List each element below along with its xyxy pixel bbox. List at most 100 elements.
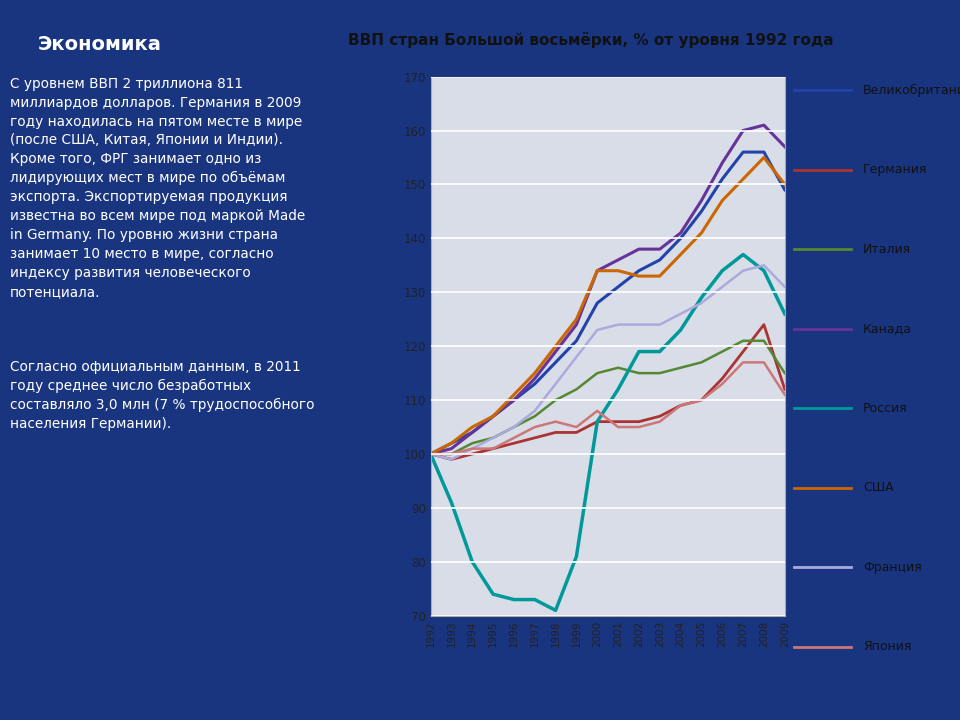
- Великобритания: [758, 148, 770, 156]
- Италия: [529, 412, 540, 420]
- США: [445, 439, 457, 448]
- США: [425, 450, 437, 459]
- Россия: [508, 595, 519, 604]
- Россия: [737, 251, 749, 259]
- Канада: [445, 444, 457, 453]
- Великобритания: [716, 175, 728, 184]
- Text: Великобритания: Великобритания: [863, 84, 960, 97]
- Россия: [425, 450, 437, 459]
- Text: Германия: Германия: [863, 163, 927, 176]
- Великобритания: [529, 379, 540, 388]
- Канада: [779, 143, 790, 151]
- Канада: [696, 197, 708, 205]
- Франция: [612, 320, 624, 329]
- Text: С уровнем ВВП 2 триллиона 811
миллиардов долларов. Германия в 2009
году находила: С уровнем ВВП 2 триллиона 811 миллиардов…: [10, 76, 305, 300]
- Text: США: США: [863, 482, 894, 495]
- Франция: [716, 282, 728, 291]
- Япония: [634, 423, 645, 431]
- Франция: [675, 310, 686, 318]
- Франция: [696, 299, 708, 307]
- Япония: [508, 433, 519, 442]
- Россия: [467, 557, 478, 566]
- Line: Великобритания: Великобритания: [431, 152, 784, 454]
- Италия: [654, 369, 665, 377]
- Германия: [716, 374, 728, 383]
- Россия: [779, 310, 790, 318]
- Великобритания: [570, 336, 582, 345]
- Италия: [550, 396, 562, 405]
- Великобритания: [654, 256, 665, 264]
- Франция: [737, 266, 749, 275]
- Франция: [488, 433, 499, 442]
- Япония: [425, 450, 437, 459]
- Германия: [591, 418, 603, 426]
- Канада: [570, 320, 582, 329]
- Италия: [570, 385, 582, 394]
- Канада: [716, 158, 728, 167]
- Япония: [696, 396, 708, 405]
- Канада: [488, 412, 499, 420]
- Япония: [675, 401, 686, 410]
- Великобритания: [445, 439, 457, 448]
- Line: Канада: Канада: [431, 125, 784, 454]
- Россия: [696, 293, 708, 302]
- США: [570, 315, 582, 323]
- Line: Германия: Германия: [431, 325, 784, 459]
- Италия: [508, 423, 519, 431]
- Text: Согласно официальным данным, в 2011
году среднее число безработных
составляло 3,: Согласно официальным данным, в 2011 году…: [10, 360, 314, 431]
- Россия: [591, 418, 603, 426]
- Франция: [467, 444, 478, 453]
- Великобритания: [467, 428, 478, 437]
- Япония: [716, 379, 728, 388]
- Франция: [550, 379, 562, 388]
- Канада: [758, 121, 770, 130]
- Канада: [634, 245, 645, 253]
- Франция: [529, 407, 540, 415]
- Line: Япония: Япония: [431, 362, 784, 454]
- Германия: [550, 428, 562, 437]
- Германия: [488, 444, 499, 453]
- США: [508, 390, 519, 399]
- Россия: [550, 606, 562, 615]
- Великобритания: [612, 282, 624, 291]
- США: [612, 266, 624, 275]
- Великобритания: [696, 207, 708, 216]
- Канада: [654, 245, 665, 253]
- Италия: [612, 364, 624, 372]
- Text: Япония: Япония: [863, 640, 911, 653]
- Япония: [758, 358, 770, 366]
- Япония: [737, 358, 749, 366]
- Германия: [508, 439, 519, 448]
- Великобритания: [591, 299, 603, 307]
- Франция: [634, 320, 645, 329]
- Великобритания: [779, 186, 790, 194]
- США: [758, 153, 770, 162]
- Канада: [529, 374, 540, 383]
- Канада: [612, 256, 624, 264]
- Италия: [445, 450, 457, 459]
- Япония: [467, 444, 478, 453]
- Италия: [488, 433, 499, 442]
- Германия: [425, 450, 437, 459]
- Россия: [654, 347, 665, 356]
- Япония: [570, 423, 582, 431]
- Германия: [445, 455, 457, 464]
- Text: Экономика: Экономика: [37, 35, 161, 54]
- Япония: [612, 423, 624, 431]
- США: [488, 412, 499, 420]
- США: [675, 251, 686, 259]
- Line: Россия: Россия: [431, 255, 784, 611]
- Франция: [591, 325, 603, 334]
- Франция: [425, 450, 437, 459]
- Россия: [488, 590, 499, 598]
- Великобритания: [737, 148, 749, 156]
- Германия: [529, 433, 540, 442]
- Германия: [634, 418, 645, 426]
- США: [529, 369, 540, 377]
- Text: ВВП стран Большой восьмёрки, % от уровня 1992 года: ВВП стран Большой восьмёрки, % от уровня…: [348, 32, 833, 48]
- Германия: [612, 418, 624, 426]
- Франция: [779, 282, 790, 291]
- США: [550, 342, 562, 351]
- Германия: [654, 412, 665, 420]
- Россия: [634, 347, 645, 356]
